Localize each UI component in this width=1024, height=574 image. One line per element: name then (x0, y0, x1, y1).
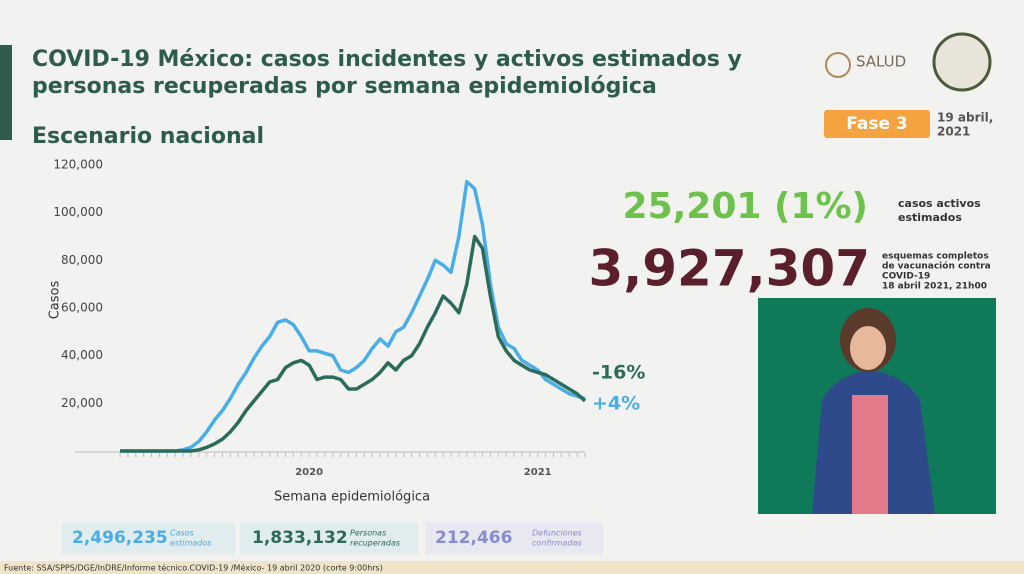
vacc-label: COVID-19 (882, 272, 930, 282)
x-tick-label: 2021 (524, 467, 552, 478)
subtitle: Escenario nacional (32, 124, 264, 149)
footer-band (0, 561, 1024, 574)
stat-value: 1,833,132 (252, 528, 348, 548)
footer: Fuente: SSA/SPPS/DGE/InDRE/Informe técni… (4, 563, 383, 573)
stat-value: 2,496,235 (72, 528, 168, 548)
active-cases: 25,201 (1%) (623, 186, 868, 227)
y-tick-label: 20,000 (61, 396, 103, 410)
phase: Fase 3 (846, 114, 907, 134)
vacc-label: de vacunación contra (882, 261, 991, 272)
vacc-label: esquemas completos (882, 252, 989, 262)
stat-label: estimados (170, 539, 211, 548)
annotation: +4% (592, 393, 640, 415)
phase-badge (824, 110, 930, 138)
y-axis-label: Casos (48, 281, 63, 320)
logo-emblem (825, 52, 851, 78)
series-line (120, 179, 586, 453)
annotation: -16% (592, 362, 645, 384)
vaccination-count: 3,927,307 (588, 240, 870, 298)
y-tick-label: 100,000 (53, 205, 103, 219)
accent-bar (0, 45, 12, 140)
active-label: casos activos (898, 197, 981, 210)
active-label: estimados (898, 211, 962, 224)
title: COVID-19 México: casos incidentes y acti… (32, 47, 742, 72)
date: 2021 (937, 125, 970, 139)
stat-label: recuperadas (350, 539, 400, 548)
stat-label: Defunciones (532, 529, 582, 538)
stat-label: confirmadas (532, 539, 582, 548)
anniversary-logo (932, 32, 992, 92)
stat-label: Personas (350, 529, 386, 538)
y-tick-label: 120,000 (53, 158, 103, 172)
series-line (120, 234, 587, 453)
stat-label: Casos (170, 529, 194, 538)
y-tick-label: 40,000 (61, 348, 103, 362)
vacc-label: 18 abril 2021, 21h00 (882, 282, 987, 292)
y-tick-label: 80,000 (61, 253, 103, 267)
stat-boxes: 2,496,235 Casos estimados 1,833,132 Pers… (62, 522, 603, 554)
logo-text: SALUD (856, 53, 906, 71)
x-axis-label: Semana epidemiológica (274, 490, 430, 505)
y-tick-label: 60,000 (61, 301, 103, 315)
date: 19 abril, (937, 111, 993, 125)
x-tick-label: 2020 (295, 467, 323, 478)
interpreter-video (758, 298, 996, 514)
stat-value: 212,466 (435, 528, 512, 548)
chart: Casos Semana epidemiológica 20,000 40,000… (48, 158, 646, 505)
title: personas recuperadas por semana epidemio… (32, 74, 657, 99)
